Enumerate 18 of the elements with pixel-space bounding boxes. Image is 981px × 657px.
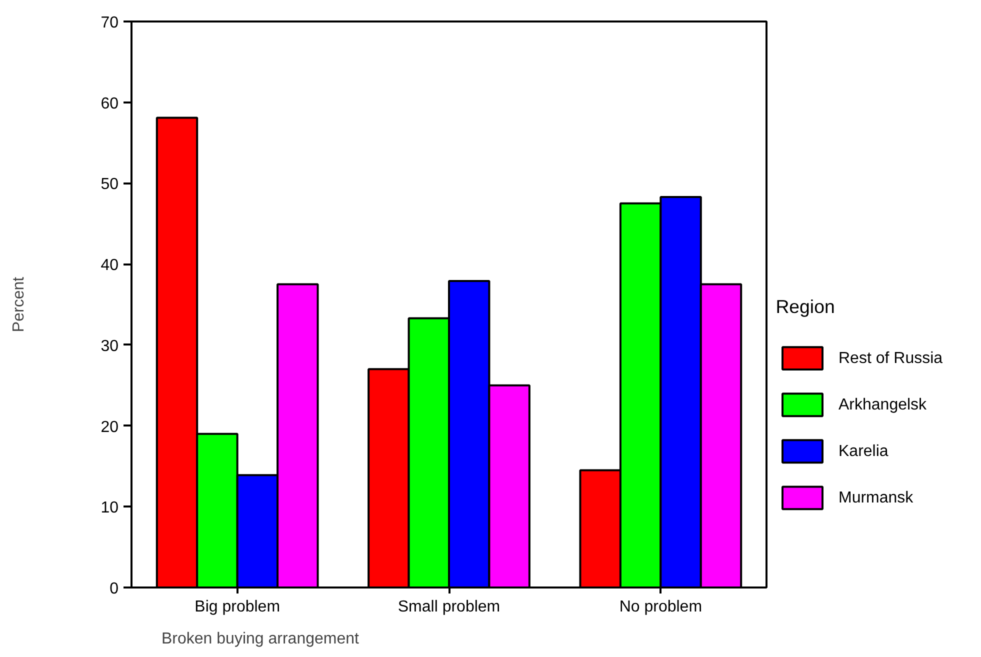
legend-title: Region	[776, 296, 835, 318]
y-tick-label: 10	[100, 500, 119, 517]
legend-label: Rest of Russia	[838, 350, 943, 367]
y-tick-label: 30	[100, 338, 119, 355]
y-tick-label: 50	[100, 176, 119, 194]
legend-label: Karelia	[838, 442, 888, 460]
y-axis-title: Percent	[10, 276, 28, 332]
y-tick-label: 70	[100, 14, 119, 32]
legend-label: Murmansk	[838, 489, 914, 506]
x-tick-label: Small problem	[398, 598, 500, 616]
legend-label: Arkhangelsk	[838, 396, 928, 414]
x-tick-label: No problem	[619, 598, 702, 616]
y-tick-label: 0	[110, 580, 119, 598]
x-axis-title: Broken buying arrangement	[162, 630, 360, 648]
y-tick-label: 60	[100, 95, 119, 112]
y-tick-label: 20	[100, 418, 119, 436]
y-tick-label: 40	[100, 257, 119, 274]
x-tick-label: Big problem	[194, 598, 280, 616]
